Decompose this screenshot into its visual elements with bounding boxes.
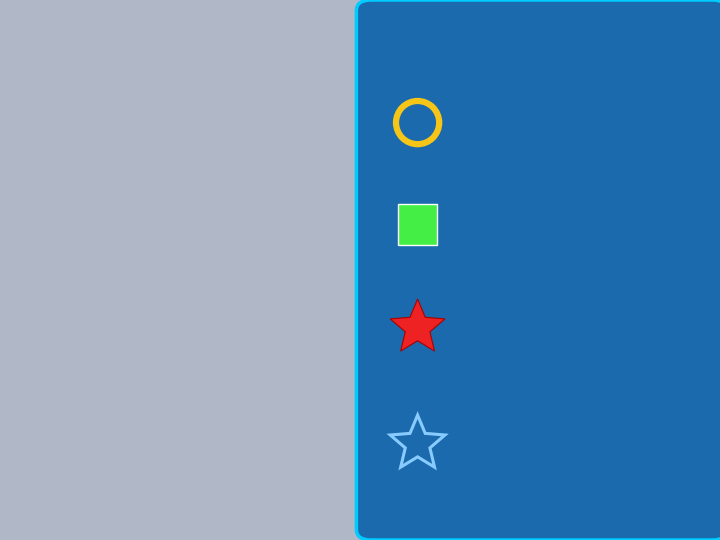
Text: = Heparinoids: = Heparinoids: [443, 321, 573, 339]
Text: UFH (all factors): UFH (all factors): [482, 239, 652, 256]
Text: Rivaroxaban: Rivaroxaban: [482, 399, 593, 416]
Text: Anticoagulants: Anticoagulants: [448, 40, 636, 62]
Text: Fondaparinux (Xa): Fondaparinux (Xa): [482, 291, 652, 308]
Text: LMWH (mostly Xa): LMWH (mostly Xa): [482, 265, 642, 282]
Text: = Depleted by VKAs: = Depleted by VKAs: [443, 115, 654, 134]
Text: = Direct thrombin inh.: = Direct thrombin inh.: [443, 437, 663, 455]
Text: = Heparins:: = Heparins:: [443, 213, 553, 231]
Text: Dabigatran: Dabigatran: [482, 463, 582, 481]
Text: Apixaban etc: Apixaban etc: [482, 424, 603, 442]
Text: Danaparoid: Danaparoid: [482, 347, 582, 364]
Text: Oral anti-Xa:: Oral anti-Xa:: [482, 373, 613, 390]
Text: Argatroban: Argatroban: [482, 489, 582, 507]
